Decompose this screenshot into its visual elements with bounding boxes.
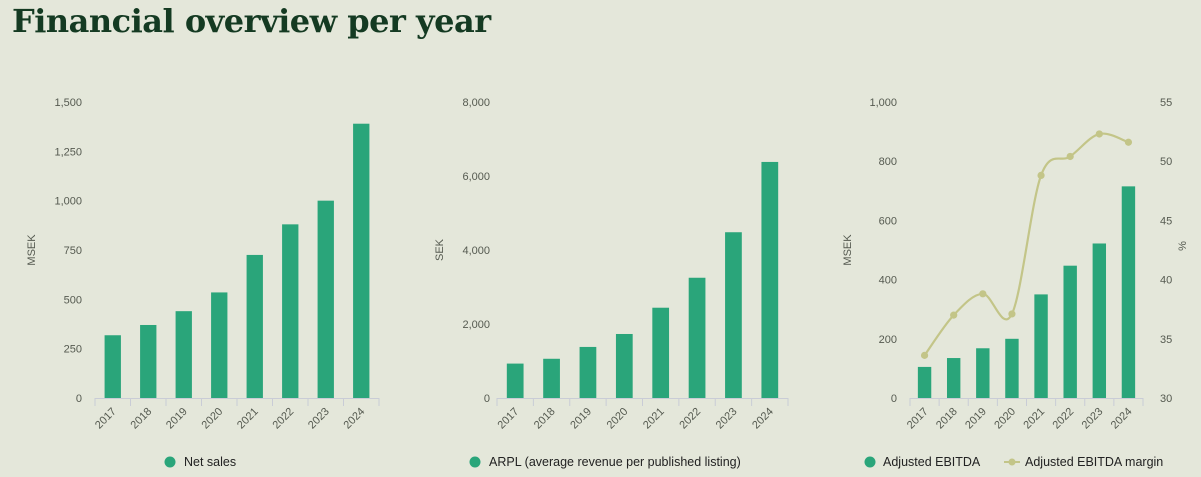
y-tick-label: 1,250: [54, 146, 82, 158]
bar: [543, 358, 560, 398]
margin-point: [979, 290, 987, 298]
y2-tick-label: 40: [1160, 275, 1172, 287]
y-tick-label: 8,000: [462, 97, 490, 109]
x-tick-label: 2022: [677, 406, 703, 432]
x-tick-label: 2017: [496, 406, 522, 432]
bar: [246, 254, 263, 398]
bar: [211, 292, 228, 398]
y-axis-title: MSEK: [842, 234, 854, 266]
bar: [175, 311, 192, 398]
y2-tick-label: 55: [1160, 97, 1172, 109]
legend-label: Adjusted EBITDA margin: [1025, 455, 1163, 469]
y-tick-label: 0: [76, 393, 82, 405]
bar: [688, 277, 706, 398]
legend-label: Adjusted EBITDA: [883, 455, 981, 469]
page-title: Financial overview per year: [12, 2, 491, 40]
x-tick-label: 2017: [905, 406, 931, 432]
y-axis-title: SEK: [434, 238, 446, 261]
x-tick-label: 2020: [992, 406, 1018, 432]
y-axis-title: MSEK: [26, 234, 38, 266]
bar: [976, 348, 990, 398]
y-tick-label: 800: [879, 156, 897, 168]
y-tick-label: 200: [879, 334, 897, 346]
bar: [615, 333, 633, 398]
y-tick-label: 0: [484, 393, 490, 405]
bar: [1005, 338, 1019, 398]
y-tick-label: 250: [64, 344, 82, 356]
y-tick-label: 1,000: [869, 97, 897, 109]
x-tick-label: 2022: [271, 406, 297, 432]
y-tick-label: 0: [891, 393, 897, 405]
legend-marker: [164, 456, 176, 468]
x-tick-label: 2021: [1021, 406, 1047, 432]
margin-point: [920, 351, 929, 359]
margin-point: [1066, 152, 1074, 161]
x-tick-label: 2018: [934, 406, 960, 432]
bar: [317, 200, 334, 398]
legend-line-point: [1008, 458, 1016, 466]
x-tick-label: 2020: [200, 406, 226, 432]
bar: [652, 307, 670, 398]
bar: [917, 366, 932, 398]
y2-tick-label: 35: [1160, 334, 1172, 346]
x-tick-label: 2017: [93, 406, 119, 432]
x-tick-label: 2023: [1080, 406, 1106, 432]
bar: [104, 335, 121, 398]
x-tick-label: 2020: [605, 406, 631, 432]
x-tick-label: 2018: [532, 406, 558, 432]
legend-marker: [864, 456, 876, 468]
bar: [761, 161, 779, 398]
x-tick-label: 2019: [568, 406, 594, 432]
bar: [579, 346, 597, 398]
x-tick-label: 2023: [714, 406, 740, 432]
legend-label: Net sales: [184, 455, 236, 469]
bar: [946, 358, 961, 398]
y-tick-label: 750: [64, 245, 82, 257]
y-tick-label: 1,500: [54, 97, 82, 109]
x-tick-label: 2021: [235, 406, 261, 432]
y-tick-label: 2,000: [462, 319, 490, 331]
margin-point: [1008, 310, 1016, 318]
bar: [353, 123, 370, 398]
x-tick-label: 2021: [641, 406, 667, 432]
y-tick-label: 500: [64, 294, 82, 306]
bar: [1092, 243, 1107, 398]
y-tick-label: 6,000: [462, 171, 490, 183]
x-tick-label: 2019: [963, 406, 989, 432]
x-tick-label: 2024: [342, 406, 368, 432]
y-tick-label: 1,000: [54, 196, 82, 208]
bar: [282, 224, 299, 398]
y2-tick-label: 30: [1160, 393, 1172, 405]
y-tick-label: 600: [879, 215, 897, 227]
x-tick-label: 2023: [306, 406, 332, 432]
x-tick-label: 2024: [1109, 406, 1135, 432]
bar: [1063, 265, 1077, 398]
bar: [140, 324, 157, 398]
x-tick-label: 2024: [750, 406, 776, 432]
margin-line: [923, 132, 1129, 357]
x-tick-label: 2022: [1051, 406, 1077, 432]
margin-point: [1124, 138, 1133, 146]
x-tick-label: 2019: [164, 406, 190, 432]
bar: [1034, 294, 1048, 398]
margin-point: [1095, 130, 1103, 138]
x-tick-label: 2018: [129, 406, 155, 432]
legend-label: ARPL (average revenue per published list…: [489, 455, 741, 469]
legend-marker: [469, 456, 481, 468]
y-tick-label: 4,000: [462, 245, 490, 257]
y2-axis-title: %: [1177, 241, 1189, 251]
y2-tick-label: 45: [1160, 215, 1172, 227]
margin-point: [950, 311, 958, 319]
margin-point: [1037, 171, 1045, 180]
y-tick-label: 400: [879, 275, 897, 287]
bar: [506, 363, 524, 398]
bar: [1121, 186, 1136, 398]
bar: [725, 232, 742, 398]
y2-tick-label: 50: [1160, 156, 1172, 168]
